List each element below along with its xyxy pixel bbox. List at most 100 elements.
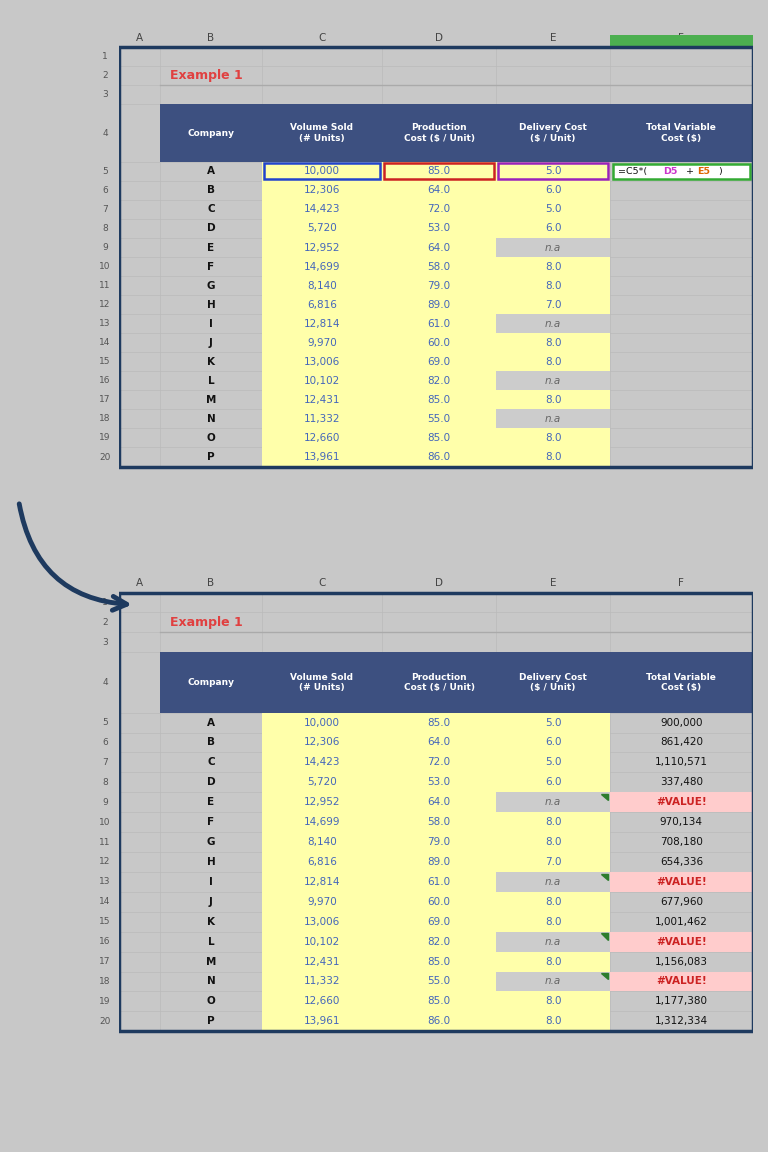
Text: 14,699: 14,699 [303, 817, 340, 827]
Text: Volume Sold
(# Units): Volume Sold (# Units) [290, 123, 353, 143]
Text: 61.0: 61.0 [428, 877, 451, 887]
Text: L: L [207, 937, 214, 947]
Text: 6.0: 6.0 [545, 185, 561, 196]
Text: +: + [686, 167, 694, 176]
Bar [382, 333, 496, 353]
Bar [382, 181, 496, 200]
Text: 6.0: 6.0 [545, 223, 561, 234]
Text: 8.0: 8.0 [545, 395, 561, 404]
Text: E: E [207, 243, 214, 252]
Text: 9,970: 9,970 [307, 896, 336, 907]
Bar [262, 333, 382, 353]
Text: D: D [207, 223, 215, 234]
Text: 18: 18 [99, 415, 111, 424]
Text: 85.0: 85.0 [428, 718, 451, 728]
Bar [262, 713, 382, 733]
Bar [496, 892, 610, 911]
Text: 86.0: 86.0 [428, 1016, 451, 1026]
Text: E5: E5 [697, 167, 710, 176]
Bar [496, 257, 610, 276]
Text: #VALUE!: #VALUE! [656, 937, 707, 947]
Bar [382, 911, 496, 932]
Text: 20: 20 [99, 1017, 111, 1025]
Text: I: I [209, 877, 213, 887]
Text: 8.0: 8.0 [545, 896, 561, 907]
Bar [496, 812, 610, 832]
Bar [496, 733, 610, 752]
Text: 10,102: 10,102 [303, 937, 340, 947]
Text: H: H [207, 857, 215, 867]
Text: 1,156,083: 1,156,083 [655, 956, 708, 967]
Bar [496, 371, 610, 391]
Bar [610, 932, 753, 952]
Bar [382, 852, 496, 872]
Bar [262, 733, 382, 752]
Text: n.a: n.a [545, 414, 561, 424]
Bar [382, 391, 496, 409]
Bar [382, 892, 496, 911]
Bar [496, 200, 610, 219]
Text: 7.0: 7.0 [545, 300, 561, 310]
Text: 11,332: 11,332 [303, 414, 340, 424]
Bar [496, 238, 610, 257]
Bar [382, 353, 496, 371]
Bar [262, 409, 382, 429]
Bar [262, 353, 382, 371]
Bar [262, 793, 382, 812]
Text: 12,814: 12,814 [303, 877, 340, 887]
Text: 61.0: 61.0 [428, 319, 451, 328]
Bar [262, 200, 382, 219]
Bar [382, 314, 496, 333]
Text: G: G [207, 281, 215, 290]
Text: Example 1: Example 1 [170, 616, 243, 629]
Text: 8.0: 8.0 [545, 838, 561, 847]
Text: 5: 5 [102, 718, 108, 727]
Text: 8.0: 8.0 [545, 338, 561, 348]
Text: 7: 7 [102, 205, 108, 214]
Text: 13: 13 [99, 878, 111, 886]
Text: 4: 4 [102, 129, 108, 137]
Bar [382, 200, 496, 219]
Text: 8.0: 8.0 [545, 281, 561, 290]
Text: 8.0: 8.0 [545, 1016, 561, 1026]
Polygon shape [601, 794, 608, 801]
Text: 15: 15 [99, 357, 111, 366]
Bar [262, 752, 382, 772]
Text: 5: 5 [102, 167, 108, 176]
Text: C: C [207, 204, 215, 214]
Text: 6: 6 [102, 738, 108, 746]
Bar [382, 793, 496, 812]
Bar [262, 992, 382, 1011]
Bar [496, 219, 610, 238]
Text: F: F [678, 33, 684, 43]
Text: n.a: n.a [545, 977, 561, 986]
Text: 86.0: 86.0 [428, 452, 451, 462]
Bar [496, 992, 610, 1011]
Bar [262, 161, 382, 181]
Text: E: E [550, 578, 556, 589]
Text: 72.0: 72.0 [428, 204, 451, 214]
Bar [161, 104, 753, 161]
Bar [263, 164, 380, 180]
Bar [610, 793, 753, 812]
Bar [262, 971, 382, 992]
Bar [382, 429, 496, 447]
Text: 12,660: 12,660 [303, 433, 340, 444]
Bar [496, 932, 610, 952]
Bar [496, 852, 610, 872]
Bar [382, 238, 496, 257]
Text: 82.0: 82.0 [428, 937, 451, 947]
Text: 58.0: 58.0 [428, 262, 451, 272]
Text: E: E [550, 33, 556, 43]
Text: 10,102: 10,102 [303, 376, 340, 386]
Text: 69.0: 69.0 [428, 357, 451, 366]
Text: 8.0: 8.0 [545, 357, 561, 366]
Text: D: D [435, 578, 443, 589]
Text: 12,814: 12,814 [303, 319, 340, 328]
Text: Total Variable
Cost ($): Total Variable Cost ($) [647, 673, 717, 692]
Text: 12: 12 [99, 301, 111, 309]
Text: 72.0: 72.0 [428, 757, 451, 767]
Text: Delivery Cost
($ / Unit): Delivery Cost ($ / Unit) [519, 123, 587, 143]
Text: 13,006: 13,006 [303, 917, 340, 926]
Bar [382, 971, 496, 992]
